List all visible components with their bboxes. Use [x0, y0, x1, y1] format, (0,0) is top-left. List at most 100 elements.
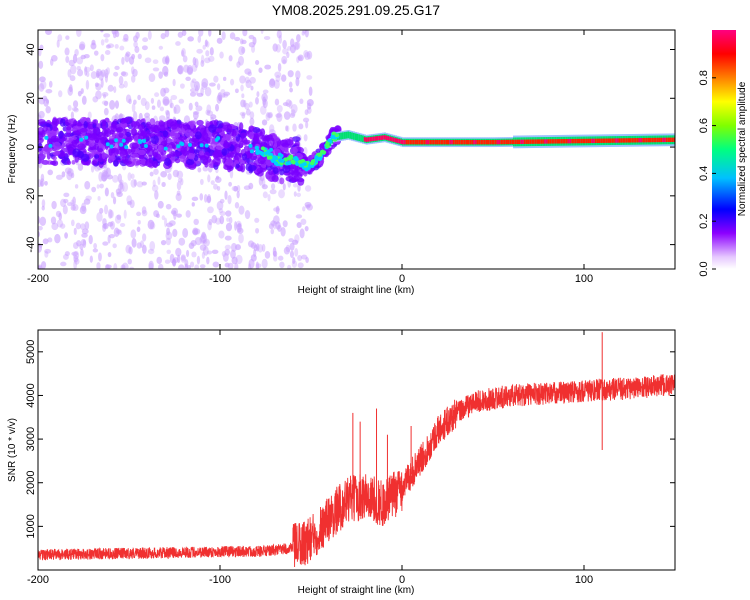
spectrogram-band-cell — [72, 119, 78, 127]
spectrogram-band-core — [476, 139, 479, 145]
spectrogram-band-core — [376, 136, 379, 141]
spectrogram-noise-cell — [272, 43, 278, 52]
spectrogram-band-cell — [46, 151, 51, 160]
spectrogram-band-cell — [293, 169, 300, 176]
spectrogram-noise-cell — [165, 203, 172, 210]
spectrogram-band-cell — [203, 151, 210, 160]
spectrogram-band-cell — [116, 126, 124, 133]
spectrogram-noise-cell — [285, 125, 289, 132]
spectrogram-band-core — [556, 139, 559, 144]
spectrogram-transition-cell — [297, 159, 303, 164]
spectrogram-noise-cell — [303, 134, 308, 142]
spectrogram-transition-cell — [260, 151, 265, 156]
spectrogram-noise-cell — [80, 248, 84, 257]
spectrogram-band-cell — [42, 125, 48, 132]
spectrogram-noise-cell — [100, 39, 105, 46]
spectrogram-band-core — [527, 139, 530, 144]
spectrogram-noise-cell — [160, 87, 166, 97]
spectrogram-noise-cell — [297, 54, 304, 62]
colorbar-tick-label: 0.4 — [698, 166, 710, 181]
spectrogram-noise-cell — [181, 30, 187, 37]
spectrogram-band-core — [664, 137, 667, 143]
spectrogram-band-cell — [198, 150, 205, 156]
spectrogram-noise-cell — [275, 113, 282, 118]
spectrogram-noise-cell — [228, 55, 233, 62]
spectrogram-noise-cell — [45, 30, 52, 36]
spectrogram-noise-cell — [104, 73, 109, 83]
spectrogram-band-core — [383, 135, 386, 140]
spectrogram-noise-cell — [204, 39, 208, 47]
snr-series — [38, 332, 675, 568]
spectrogram-band-cell — [162, 130, 169, 138]
spectrogram-noise-cell — [185, 76, 191, 81]
spectrogram-noise-cell — [157, 176, 161, 185]
spectrogram-noise-cell — [184, 263, 189, 269]
spectrogram-noise-cell — [199, 178, 204, 185]
spectrogram-x-ticks: -200 -100 0 100 — [27, 30, 593, 285]
spectrogram-noise-cell — [149, 171, 154, 177]
spectrogram-band-mid — [352, 132, 356, 140]
spectrogram-noise-cell — [186, 249, 190, 258]
spectrogram-noise-cell — [65, 35, 70, 40]
spectrogram-noise-cell — [250, 254, 257, 262]
spectrogram-noise-cell — [243, 185, 251, 191]
spectrogram-heatmap — [38, 30, 675, 269]
spectrogram-band-cell — [123, 160, 133, 165]
spectrogram-band-core — [665, 137, 669, 143]
spectrogram-noise-cell — [300, 218, 307, 225]
spectrogram-noise-cell — [195, 105, 203, 112]
spectrogram-noise-cell — [136, 181, 144, 188]
spectrogram-noise-cell — [198, 30, 204, 37]
spectrogram-band-core — [585, 138, 589, 144]
colorbar-tick-label: 0.0 — [698, 261, 710, 276]
spectrogram-band-mid — [340, 132, 343, 140]
spectrogram-band-core — [422, 139, 425, 145]
spectrogram-band-cell — [152, 160, 159, 169]
spectrogram-noise-cell — [306, 50, 313, 60]
spectrogram-transition-cell — [314, 155, 319, 160]
spectrogram-noise-cell — [166, 227, 170, 236]
spectrogram-noise-cell — [72, 196, 76, 206]
spectrogram-noise-cell — [158, 263, 164, 269]
spectrogram-noise-cell — [224, 244, 232, 250]
spectrogram-noise-cell — [200, 54, 205, 64]
spectrogram-band-core — [474, 139, 477, 145]
spectrogram-noise-cell — [72, 53, 78, 64]
spectrogram-noise-cell — [45, 105, 51, 114]
spectrogram-noise-cell — [261, 258, 268, 269]
spectrogram-noise-cell — [199, 264, 206, 269]
spectrogram-band-cell — [97, 148, 104, 153]
snr-y-tick-label: 2000 — [25, 470, 37, 494]
spectrogram-noise-cell — [215, 103, 219, 112]
spectrogram-noise-cell — [304, 51, 311, 61]
spectrogram-noise-cell — [164, 259, 171, 264]
spectrogram-band-core — [667, 137, 670, 143]
spectrogram-noise-cell — [66, 202, 73, 207]
spectrogram-noise-cell — [275, 43, 281, 53]
spectrogram-noise-cell — [127, 201, 133, 206]
spectrogram-noise-cell — [248, 101, 253, 108]
spectrogram-y-tick-label: -40 — [25, 237, 37, 253]
spectrogram-band-core — [640, 138, 643, 143]
spectrogram-noise-cell — [275, 205, 280, 215]
spectrogram-noise-cell — [248, 34, 255, 40]
spectrogram-band-cell — [79, 127, 88, 133]
spectrogram-noise-cell — [222, 252, 229, 262]
spectrogram-band-cell — [226, 163, 232, 173]
spectrogram-noise-cell — [38, 225, 43, 231]
spectrogram-band-cell — [140, 131, 148, 136]
spectrogram-noise-cell — [205, 109, 211, 116]
spectrogram-noise-cell — [70, 64, 77, 75]
spectrogram-noise-cell — [306, 75, 313, 80]
spectrogram-noise-cell — [73, 250, 80, 260]
spectrogram-band-core — [565, 139, 568, 144]
spectrogram-noise-cell — [172, 78, 176, 87]
spectrogram-band-core — [394, 138, 397, 143]
spectrogram-band-cell — [152, 125, 159, 134]
spectrogram-band-core — [551, 139, 554, 144]
spectrogram-band-mid — [356, 133, 359, 141]
spectrogram-transition-cell — [317, 156, 323, 161]
spectrogram-noise-cell — [236, 61, 241, 68]
spectrogram-noise-cell — [229, 169, 234, 179]
spectrogram-noise-cell — [180, 255, 186, 263]
